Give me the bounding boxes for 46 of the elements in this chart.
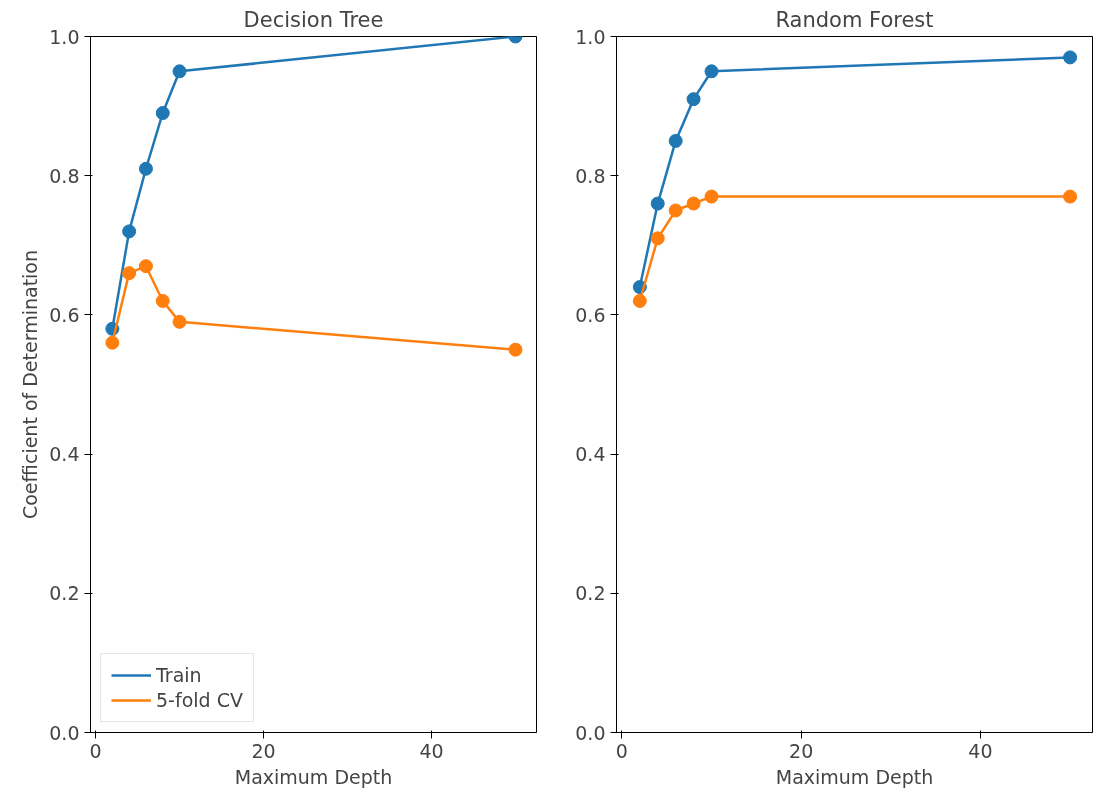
point xyxy=(155,106,170,121)
point xyxy=(155,293,170,308)
y-tick-label: 0.8 xyxy=(49,164,80,187)
chart-title: Random Forest xyxy=(775,7,934,32)
point xyxy=(105,335,120,350)
y-tick-label: 0.6 xyxy=(575,303,606,326)
y-tick-label: 0.0 xyxy=(49,721,80,744)
point xyxy=(632,293,647,308)
point xyxy=(122,266,137,281)
point xyxy=(508,342,523,357)
point xyxy=(686,196,701,211)
y-tick-label: 0.6 xyxy=(49,303,80,326)
y-tick-label: 0.4 xyxy=(49,443,80,466)
y-tick-label: 1.0 xyxy=(49,25,80,48)
x-tick-label: 0 xyxy=(615,739,628,762)
x-tick-label: 0 xyxy=(89,739,102,762)
x-tick-label: 40 xyxy=(968,739,993,762)
x-tick-label: 20 xyxy=(251,739,276,762)
point xyxy=(1063,50,1078,65)
point xyxy=(686,92,701,107)
legend-label: 5-fold CV xyxy=(156,689,243,711)
point xyxy=(668,203,683,218)
point xyxy=(704,64,719,79)
point xyxy=(1063,189,1078,204)
point xyxy=(138,259,153,274)
y-tick-label: 0.4 xyxy=(575,443,606,466)
x-tick-label: 20 xyxy=(789,739,814,762)
point xyxy=(704,189,719,204)
y-tick-label: 0.2 xyxy=(49,582,80,605)
y-tick-label: 0.8 xyxy=(575,164,606,187)
y-axis-title: Coefficient of Determination xyxy=(19,249,42,520)
y-tick-label: 0.2 xyxy=(575,582,606,605)
point xyxy=(138,161,153,176)
point xyxy=(172,314,187,329)
point xyxy=(668,133,683,148)
point xyxy=(172,64,187,79)
x-tick-label: 40 xyxy=(419,739,444,762)
point xyxy=(122,224,137,239)
point xyxy=(650,196,665,211)
y-tick-label: 1.0 xyxy=(575,25,606,48)
legend-label: Train xyxy=(156,664,202,686)
chart-title: Decision Tree xyxy=(243,7,384,32)
point xyxy=(650,231,665,246)
x-axis-title: Maximum Depth xyxy=(775,765,934,788)
x-axis-title: Maximum Depth xyxy=(234,765,393,788)
y-tick-label: 0.0 xyxy=(575,721,606,744)
